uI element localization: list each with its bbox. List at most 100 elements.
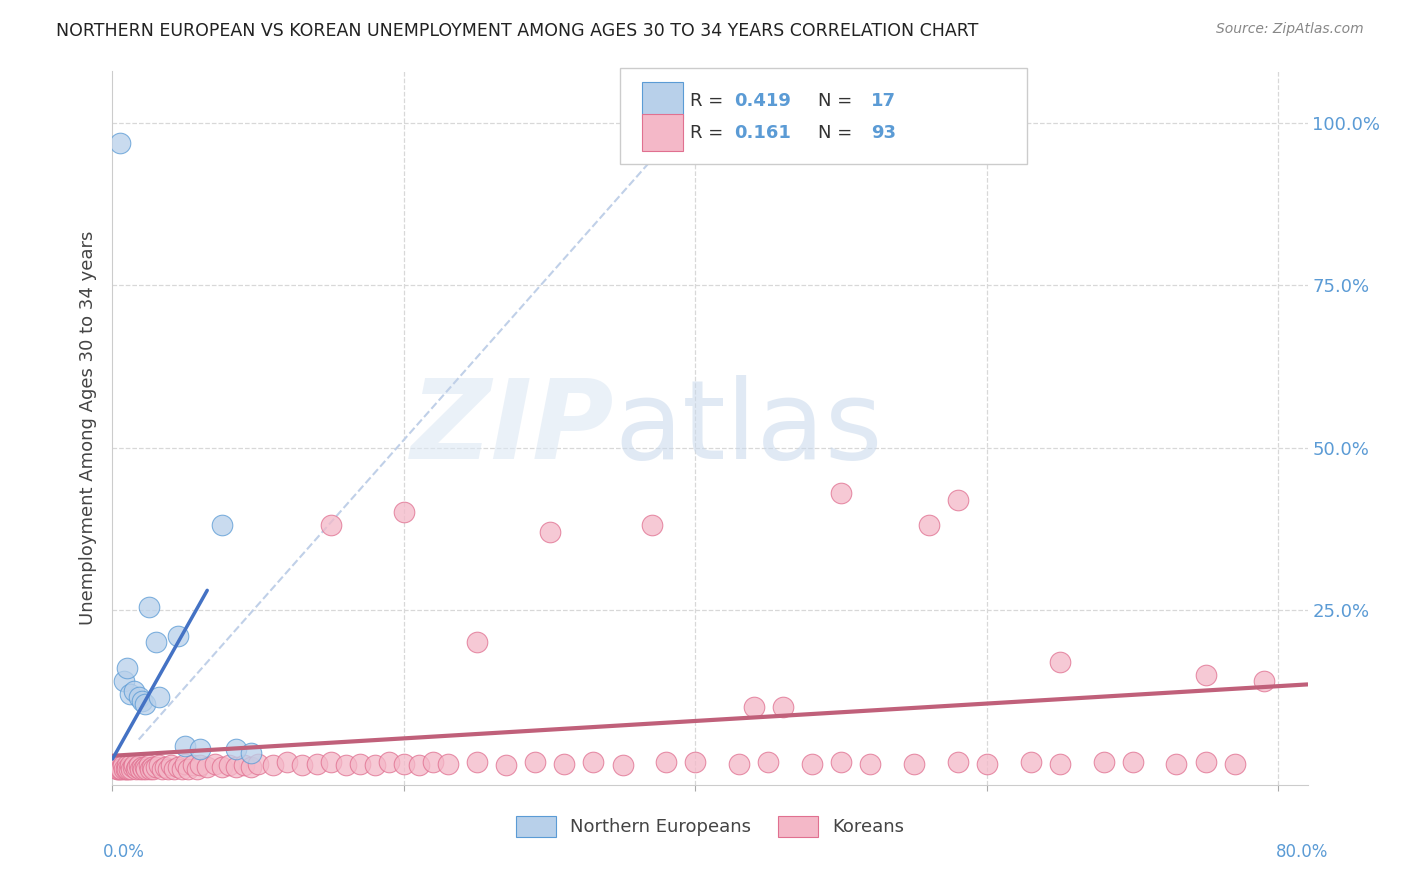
Point — [211, 760, 233, 774]
Point — [135, 762, 157, 776]
Point — [163, 762, 186, 776]
Point — [465, 756, 488, 770]
Point — [917, 518, 939, 533]
Point — [247, 757, 270, 772]
Point — [118, 758, 141, 772]
Point — [107, 762, 129, 776]
Point — [1049, 757, 1071, 772]
Text: 93: 93 — [872, 124, 897, 142]
Point — [115, 762, 138, 776]
FancyBboxPatch shape — [620, 68, 1026, 164]
Point — [465, 635, 488, 649]
Point — [115, 661, 138, 675]
Point — [364, 758, 387, 772]
Point — [195, 760, 218, 774]
Point — [291, 758, 314, 772]
Text: R =: R = — [690, 92, 728, 110]
Point — [108, 136, 131, 150]
Point — [225, 760, 247, 774]
Point — [225, 742, 247, 756]
Point — [129, 762, 152, 776]
Text: 0.0%: 0.0% — [103, 843, 145, 861]
Point — [122, 760, 145, 774]
Point — [125, 762, 148, 776]
Point — [319, 518, 342, 533]
Point — [138, 599, 160, 614]
Point — [134, 697, 156, 711]
Point — [104, 758, 127, 772]
Point — [120, 762, 142, 776]
Point — [111, 758, 134, 772]
Point — [553, 757, 575, 772]
Text: ZIP: ZIP — [411, 375, 614, 482]
Point — [1194, 756, 1216, 770]
Point — [728, 757, 751, 772]
Point — [218, 758, 240, 772]
Point — [172, 762, 194, 776]
Point — [167, 629, 190, 643]
Point — [132, 762, 155, 776]
Y-axis label: Unemployment Among Ages 30 to 34 years: Unemployment Among Ages 30 to 34 years — [79, 231, 97, 625]
Point — [142, 762, 165, 776]
Point — [772, 700, 794, 714]
Point — [145, 760, 167, 774]
Point — [131, 693, 153, 707]
Point — [1092, 756, 1115, 770]
Point — [1122, 756, 1144, 770]
Point — [756, 756, 779, 770]
Point — [181, 758, 204, 772]
Point — [156, 762, 179, 776]
Point — [830, 486, 852, 500]
Point — [159, 758, 181, 772]
Point — [946, 492, 969, 507]
Point — [276, 756, 298, 770]
Point — [105, 762, 128, 776]
Point — [524, 756, 547, 770]
FancyBboxPatch shape — [643, 114, 682, 152]
Point — [408, 758, 430, 772]
Point — [204, 757, 226, 772]
Text: R =: R = — [690, 124, 728, 142]
Point — [859, 757, 882, 772]
Point — [232, 758, 254, 772]
Point — [538, 524, 561, 539]
Point — [124, 684, 146, 698]
Point — [188, 742, 211, 756]
Point — [262, 758, 284, 772]
Point — [392, 506, 415, 520]
Point — [108, 758, 131, 772]
Point — [612, 758, 634, 772]
Point — [582, 756, 605, 770]
Point — [186, 762, 208, 776]
Text: NORTHERN EUROPEAN VS KOREAN UNEMPLOYMENT AMONG AGES 30 TO 34 YEARS CORRELATION C: NORTHERN EUROPEAN VS KOREAN UNEMPLOYMENT… — [56, 22, 979, 40]
Point — [830, 756, 852, 770]
Text: N =: N = — [818, 124, 858, 142]
Point — [108, 762, 131, 776]
Text: atlas: atlas — [614, 375, 883, 482]
Point — [422, 756, 444, 770]
Point — [211, 518, 233, 533]
Point — [174, 757, 197, 772]
Point — [319, 756, 342, 770]
Point — [141, 760, 163, 774]
Point — [655, 756, 678, 770]
Point — [1253, 674, 1275, 689]
Text: N =: N = — [818, 92, 858, 110]
Point — [128, 690, 150, 705]
Text: 80.0%: 80.0% — [1277, 843, 1329, 861]
Point — [128, 758, 150, 772]
Text: 17: 17 — [872, 92, 897, 110]
Point — [685, 756, 707, 770]
Point — [148, 690, 170, 705]
Point — [177, 762, 200, 776]
Point — [378, 756, 401, 770]
Legend: Northern Europeans, Koreans: Northern Europeans, Koreans — [509, 808, 911, 844]
Point — [392, 757, 415, 772]
Point — [118, 687, 141, 701]
Point — [167, 760, 190, 774]
Point — [976, 757, 998, 772]
Point — [495, 758, 517, 772]
Point — [1166, 757, 1188, 772]
Point — [117, 762, 139, 776]
Point — [436, 757, 458, 772]
